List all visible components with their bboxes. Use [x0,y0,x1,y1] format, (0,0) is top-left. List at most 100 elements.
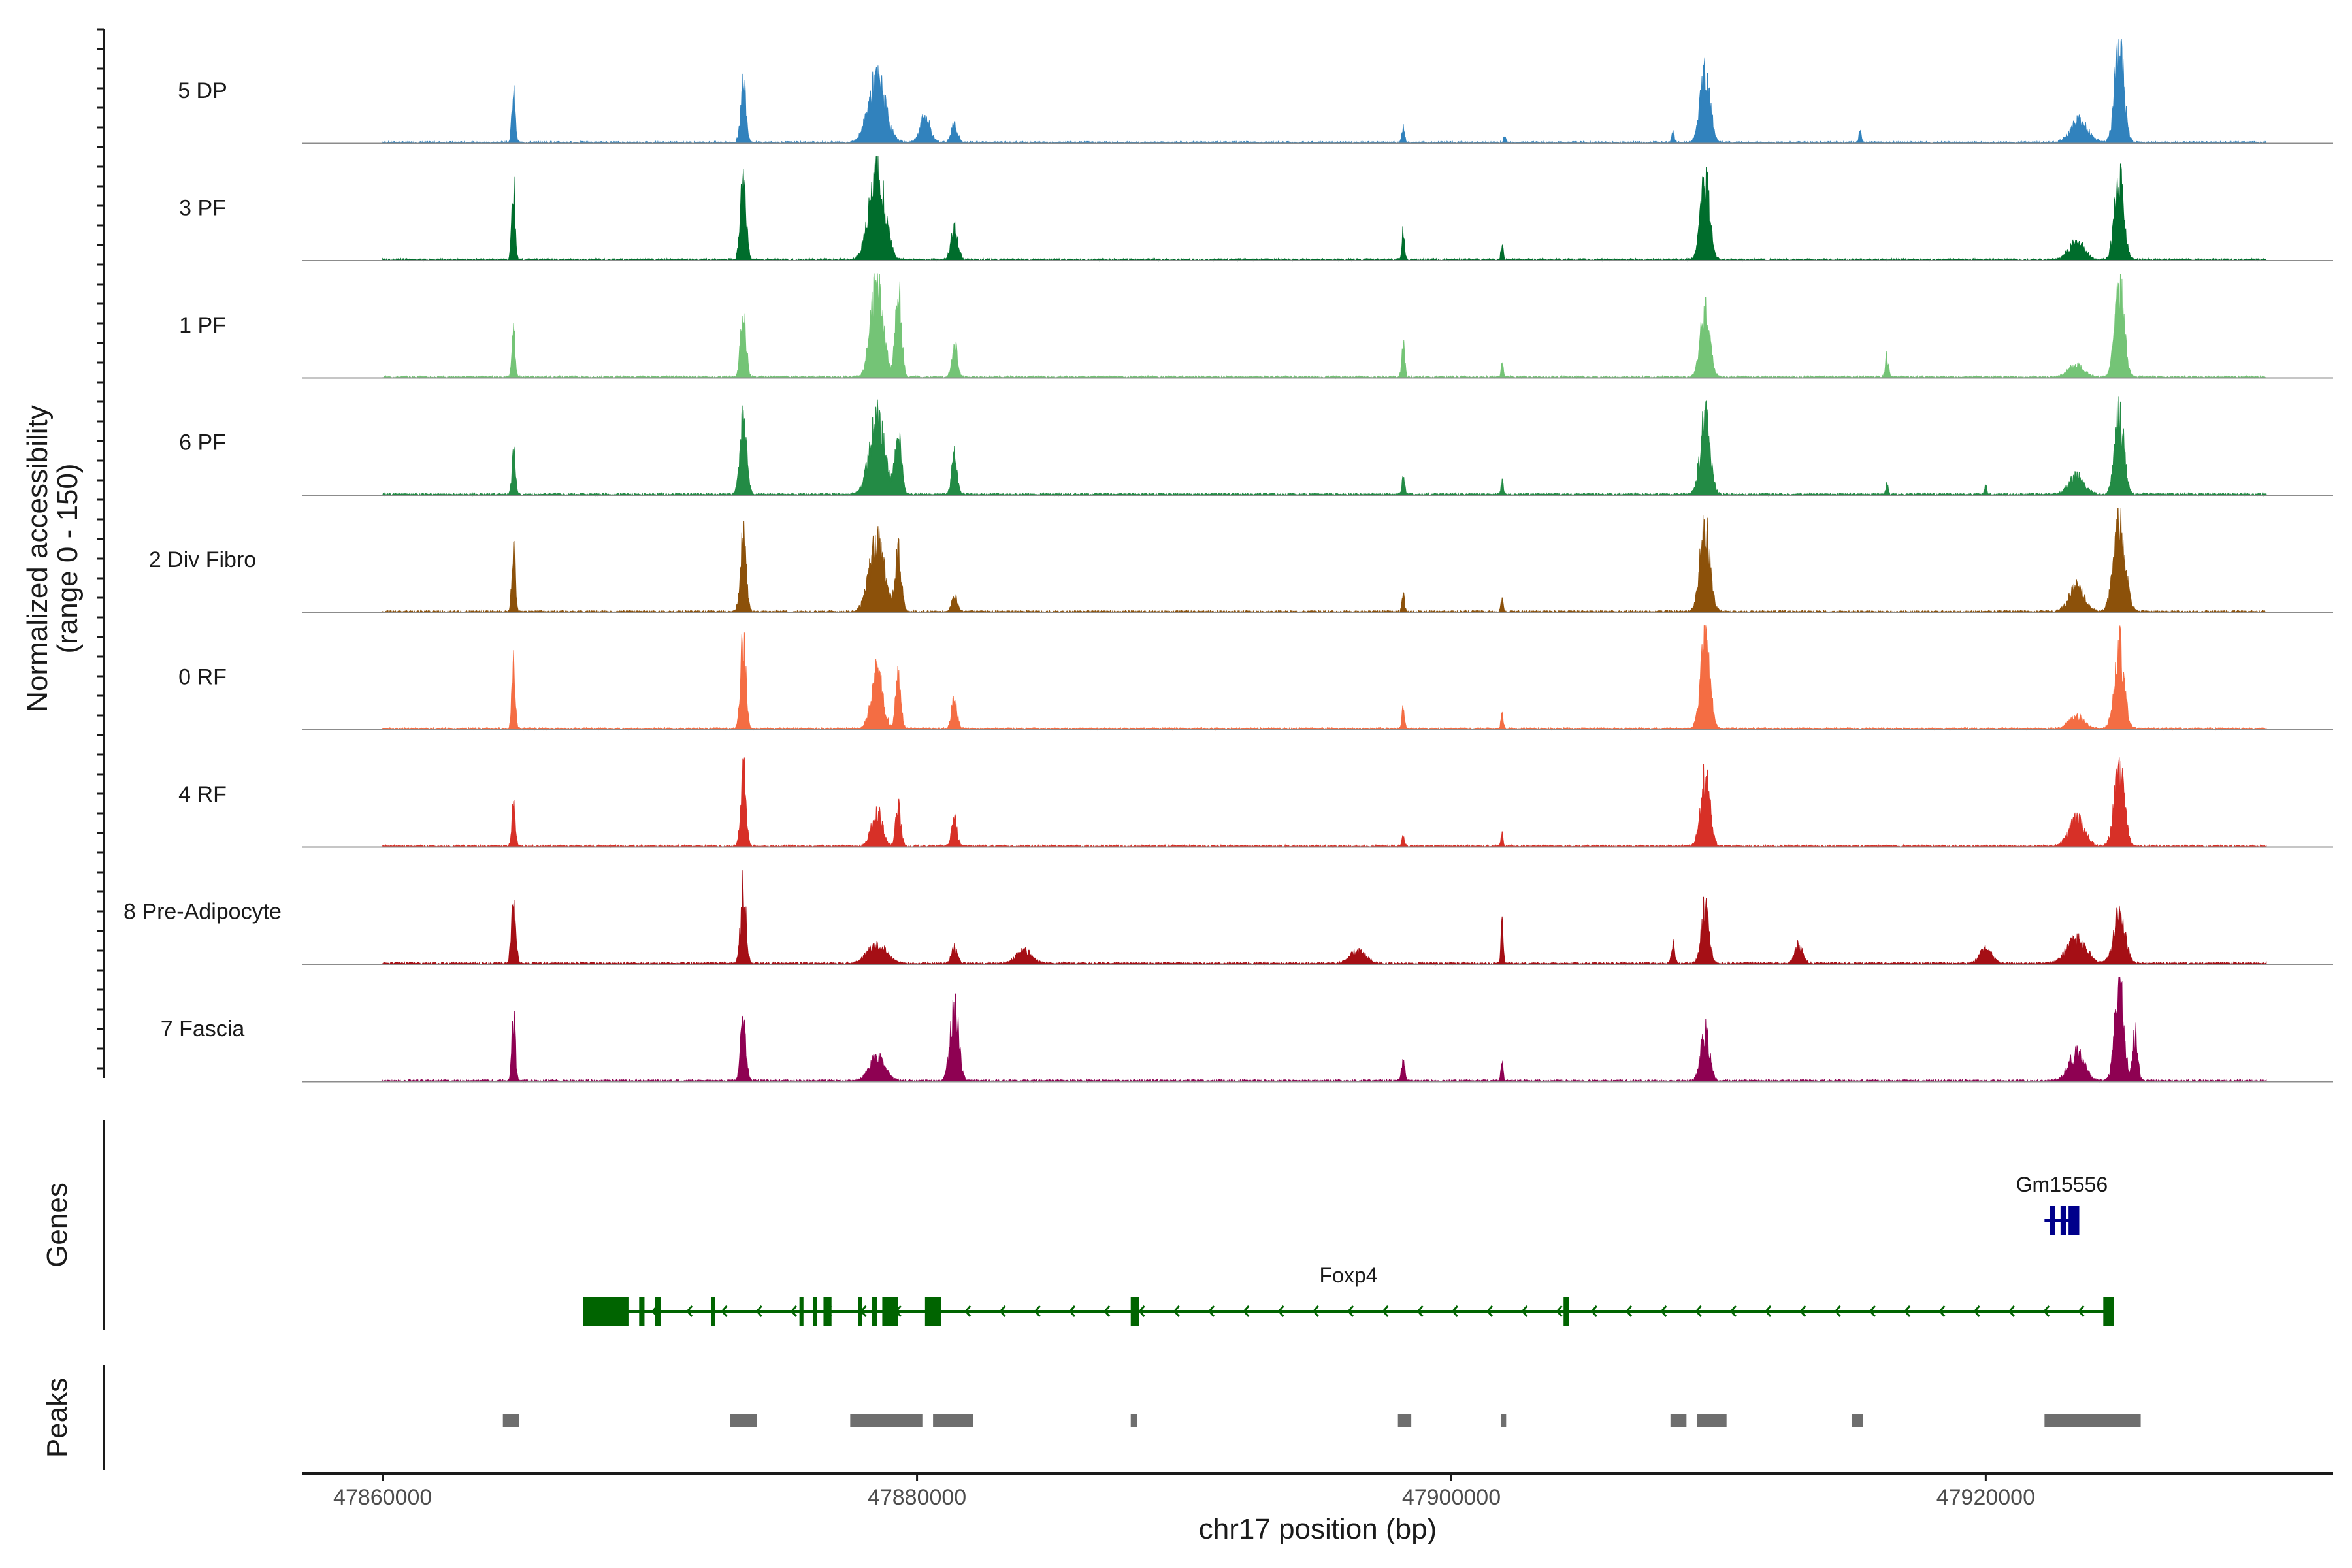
gene-exon [2068,1206,2080,1235]
strand-arrow [1521,1305,1528,1317]
gene-label: Foxp4 [1320,1264,1378,1287]
peak-region [933,1414,973,1427]
coverage-area [382,396,2267,497]
strand-arrow [1068,1305,1076,1317]
strand-arrow [999,1305,1006,1317]
peak-region [2044,1414,2141,1427]
x-axis-title: chr17 position (bp) [1199,1513,1437,1545]
gene-exon [655,1297,661,1326]
track-label: 8 Pre-Adipocyte [123,900,282,924]
strand-arrow [686,1305,693,1317]
gene-exon [1130,1297,1139,1326]
gene-exon [583,1297,629,1326]
strand-arrow [1695,1305,1702,1317]
strand-arrow [1869,1305,1876,1317]
strand-arrow [2078,1305,2085,1317]
gene-exon [799,1297,804,1326]
gene-exon [882,1297,898,1326]
gene-exon [858,1297,862,1326]
strand-arrow [964,1305,972,1317]
strand-arrow [1347,1305,1354,1317]
track-label: 5 DP [178,78,227,103]
peak-region [1397,1414,1412,1427]
peak-marks [502,1414,2141,1427]
strand-arrow [1660,1305,1667,1317]
strand-arrow [1590,1305,1597,1317]
peak-region [1670,1414,1687,1427]
peak-region [730,1414,757,1427]
x-tick-label: 47880000 [868,1485,966,1510]
x-tick-label: 47920000 [1936,1485,2035,1510]
y-axis-title-line1: Normalized accessibility [22,405,54,711]
x-tick-label: 47860000 [333,1485,432,1510]
strand-arrow [790,1305,798,1317]
gene-exon [2050,1206,2055,1235]
strand-arrow [1451,1305,1458,1317]
track-label: 4 RF [178,782,227,807]
peak-region [850,1414,923,1427]
genes-panel-title: Genes [41,1183,73,1267]
coverage-area [382,977,2267,1083]
peak-region [1501,1414,1507,1427]
strand-arrow [1834,1305,1841,1317]
peak-region [1130,1414,1137,1427]
peak-region [502,1414,519,1427]
strand-arrow [1312,1305,1319,1317]
strand-arrow [1904,1305,1911,1317]
track-label: 7 Fascia [161,1017,245,1041]
gene-exon [813,1297,817,1326]
strand-arrow [1729,1305,1737,1317]
strand-arrow [1625,1305,1633,1317]
track-label: 3 PF [179,196,226,221]
strand-arrow [1416,1305,1424,1317]
gene-label: Gm15556 [2016,1173,2108,1196]
gene-exon [872,1297,877,1326]
strand-arrow [1208,1305,1215,1317]
track-label: 6 PF [179,431,226,455]
strand-arrow [1382,1305,1389,1317]
coverage-area [382,155,2267,262]
track-label: 1 PF [179,313,226,338]
strand-arrow [1973,1305,1980,1317]
x-ticks: 47860000 47880000 47900000 47920000 [333,1473,2035,1510]
gene-exon [2060,1206,2066,1235]
gene-exon [823,1297,832,1326]
strand-arrow [1486,1305,1494,1317]
gene-exon [639,1297,645,1326]
y-axis-title-line2: (range 0 - 150) [52,463,84,653]
gene-exon [924,1297,941,1326]
peaks-panel-title: Peaks [41,1378,73,1458]
strand-arrow [1173,1305,1180,1317]
peak-region [1697,1414,1727,1427]
strand-arrow [2008,1305,2016,1317]
x-axis: 47860000 47880000 47900000 47920000 chr17 p… [302,1472,2333,1545]
strand-arrow [1103,1305,1111,1317]
strand-arrow [1277,1305,1284,1317]
track-areas [302,39,2333,1083]
strand-arrow [1799,1305,1806,1317]
x-tick-label: 47900000 [1402,1485,1501,1510]
coverage-panel: Normalized accessibility (range 0 - 150)… [22,28,2333,1083]
strand-arrow [1034,1305,1041,1317]
gene-exon [2103,1297,2114,1326]
track-label: 2 Div Fibro [149,547,256,572]
track-labels: 5 DP 3 PF 1 PF 6 PF 2 Div Fibro 0 RF 4 RF 8 Pre… [123,78,282,1041]
gene-exon [711,1297,715,1326]
strand-arrow [755,1305,762,1317]
genes-panel: Genes Foxp4 Gm15556 [41,1120,2114,1330]
strand-arrow [1243,1305,1250,1317]
strand-arrow [1138,1305,1145,1317]
track-label: 0 RF [178,665,227,690]
coverage-y-ticks [97,28,104,1070]
strand-arrow [2043,1305,2050,1317]
strand-arrow [1765,1305,1772,1317]
strand-arrow [1938,1305,1946,1317]
gene-models: Foxp4 Gm15556 [583,1173,2114,1326]
peak-region [1852,1414,1863,1427]
peaks-panel: Peaks [41,1365,2141,1470]
strand-arrow [1556,1305,1563,1317]
gene-exon [1563,1297,1569,1326]
coverage-area [382,757,2267,849]
strand-arrow [721,1305,728,1317]
